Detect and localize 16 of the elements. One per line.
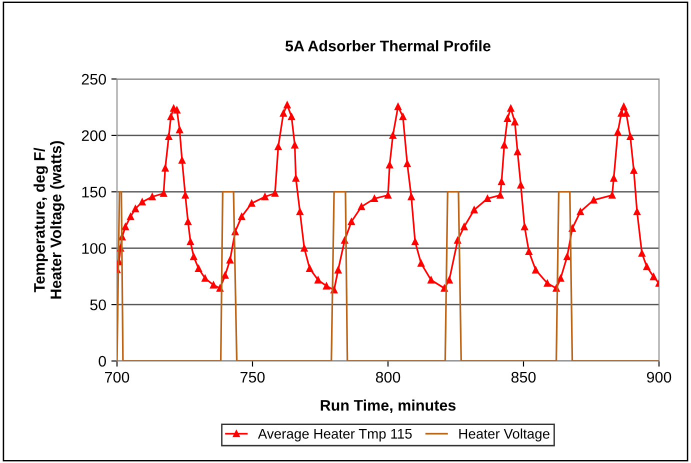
y-tick-label: 0: [98, 356, 106, 367]
y-tick-label: 50: [90, 299, 106, 310]
x-axis-title: Run Time, minutes: [320, 400, 456, 413]
legend-label: Average Heater Tmp 115: [258, 429, 412, 442]
x-tick-label: 800: [376, 372, 400, 383]
legend-label: Heater Voltage: [459, 428, 550, 442]
y-tick-label: 150: [82, 186, 106, 198]
x-tick-label: 900: [646, 372, 672, 383]
x-tick-label: 700: [105, 372, 130, 383]
x-tick-label: 850: [511, 372, 536, 383]
x-tick-label: 750: [240, 372, 265, 383]
chart-title: 5A Adsorber Thermal Profile: [285, 40, 490, 52]
y-tick-label: 200: [82, 130, 106, 142]
y-tick-label: 100: [82, 243, 106, 254]
y-tick-label: 250: [82, 74, 106, 85]
y-axis-title: Temperature, deg F/ Heater Voltage (watts): [34, 141, 64, 299]
